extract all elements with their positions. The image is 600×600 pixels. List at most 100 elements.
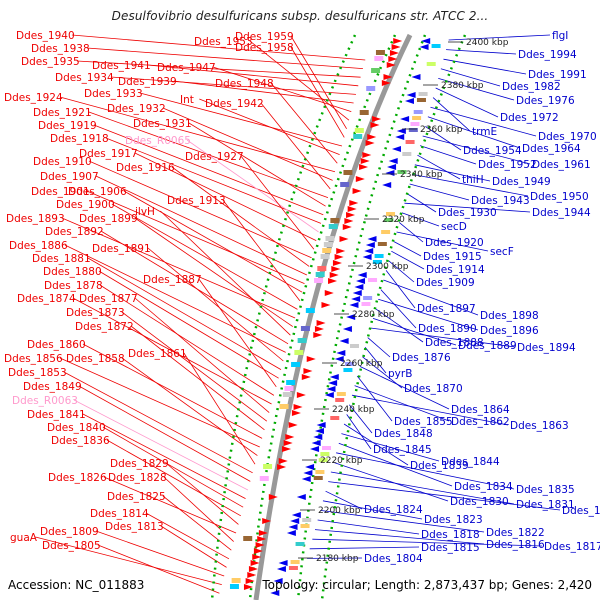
- leader-line: [95, 530, 225, 577]
- right-gene-label: Ddes_1831: [516, 499, 575, 511]
- leader-line: [171, 166, 310, 267]
- leader-line: [333, 462, 449, 502]
- forward-gene: [381, 80, 391, 86]
- forward-gene: [321, 302, 331, 308]
- leader-line: [417, 154, 461, 180]
- left-gene-label: Ddes_1840: [47, 422, 106, 434]
- leader-line: [102, 426, 244, 508]
- right-gene-label: Ddes_1832: [562, 505, 600, 517]
- right-gene-label: Ddes_1889: [458, 340, 517, 352]
- reverse-gene: [305, 464, 315, 470]
- leader-line: [198, 278, 277, 388]
- left-gene-label: Ddes_1836: [51, 435, 110, 447]
- cog-block: [231, 578, 241, 583]
- forward-gene: [268, 494, 278, 500]
- cog-block: [320, 452, 330, 456]
- leader-line: [162, 495, 232, 551]
- leader-line: [435, 87, 499, 118]
- forward-gene: [344, 218, 354, 224]
- leader-line: [121, 357, 258, 456]
- left-gene-label: Ddes_1853: [8, 367, 67, 379]
- left-gene-label: Ddes_1913: [167, 195, 226, 207]
- forward-gene: [296, 392, 306, 398]
- right-gene-label: pyrB: [388, 368, 412, 380]
- leader-line: [78, 385, 251, 482]
- kbp-label: 2340 kbp: [400, 170, 443, 180]
- right-gene-label: Ddes_1952: [478, 159, 537, 171]
- leader-line: [121, 311, 268, 422]
- reverse-gene: [387, 164, 397, 170]
- leader-line: [222, 199, 301, 302]
- right-gene-label: Ddes_1954: [463, 145, 522, 157]
- left-gene-label: Ddes_1941: [92, 60, 151, 72]
- reverse-gene: [388, 158, 398, 164]
- right-gene-label: Ddes_1949: [492, 176, 551, 188]
- leader-line: [414, 164, 491, 182]
- reverse-gene: [329, 374, 339, 380]
- cog-block: [368, 278, 378, 282]
- dotted-ring-left-inner: [248, 34, 397, 600]
- left-gene-label: Int: [180, 94, 194, 106]
- leader-line: [322, 500, 423, 520]
- forward-gene: [370, 122, 380, 128]
- right-gene-label: Ddes_1944: [532, 207, 591, 219]
- right-gene-label: Ddes_1909: [416, 277, 475, 289]
- reverse-gene: [364, 248, 374, 254]
- forward-gene: [252, 554, 262, 560]
- kbp-label: 2260 kbp: [340, 359, 383, 369]
- cog-block: [305, 308, 315, 313]
- reverse-gene: [273, 578, 283, 584]
- leader-line: [336, 452, 515, 490]
- cog-block: [345, 362, 355, 366]
- left-gene-label: Ddes_1880: [43, 266, 102, 278]
- right-gene-label: Ddes_1822: [486, 527, 545, 539]
- left-gene-label: Ddes_1892: [45, 226, 104, 238]
- reverse-gene: [334, 356, 344, 362]
- leader-line: [147, 64, 359, 87]
- cog-block: [366, 86, 376, 91]
- cog-block: [353, 134, 363, 139]
- forward-gene: [282, 446, 292, 452]
- reverse-gene: [349, 302, 359, 308]
- leader-line: [330, 471, 515, 505]
- left-gene-label: ilvH: [135, 206, 155, 218]
- reverse-gene: [296, 494, 306, 500]
- reverse-gene: [311, 440, 321, 446]
- cog-block: [325, 236, 335, 241]
- forward-gene: [288, 422, 298, 428]
- leader-line: [367, 337, 391, 358]
- right-gene-label: Ddes_1817: [544, 541, 600, 553]
- right-gene-label: Ddes_1804: [364, 553, 423, 565]
- leader-line: [147, 247, 284, 362]
- reverse-gene: [362, 254, 372, 260]
- forward-gene: [349, 200, 359, 206]
- left-gene-label: Ddes_1841: [27, 409, 86, 421]
- leader-line: [186, 139, 319, 233]
- forward-gene: [391, 44, 401, 50]
- left-gene-label: Ddes_1877: [79, 293, 138, 305]
- left-gene-label: Ddes_1881: [32, 253, 91, 265]
- reverse-gene: [395, 134, 405, 140]
- genome-summary: Topology: circular; Length: 2,873,437 bp…: [262, 578, 592, 592]
- left-gene-label: Ddes_1919: [38, 120, 97, 132]
- left-gene-label: Ddes_1932: [107, 103, 166, 115]
- reverse-gene: [404, 98, 414, 104]
- right-gene-label: Ddes_1950: [530, 191, 589, 203]
- right-gene-label: Ddes_1844: [441, 456, 500, 468]
- leader-line: [343, 423, 409, 466]
- forward-gene: [346, 212, 356, 218]
- left-gene-label: Ddes_1872: [75, 321, 134, 333]
- right-gene-label: Ddes_1972: [500, 112, 559, 124]
- right-gene-label: Ddes_1864: [451, 404, 510, 416]
- leader-line: [97, 544, 220, 594]
- cog-block: [336, 392, 346, 396]
- leader-line: [380, 289, 417, 329]
- reverse-gene: [352, 290, 362, 296]
- leader-line: [82, 343, 263, 439]
- right-gene-label: Ddes_1876: [392, 352, 451, 364]
- leader-line: [412, 174, 529, 197]
- leader-line: [328, 481, 561, 511]
- leader-line: [401, 212, 440, 227]
- right-gene-label: Ddes_1915: [423, 251, 482, 263]
